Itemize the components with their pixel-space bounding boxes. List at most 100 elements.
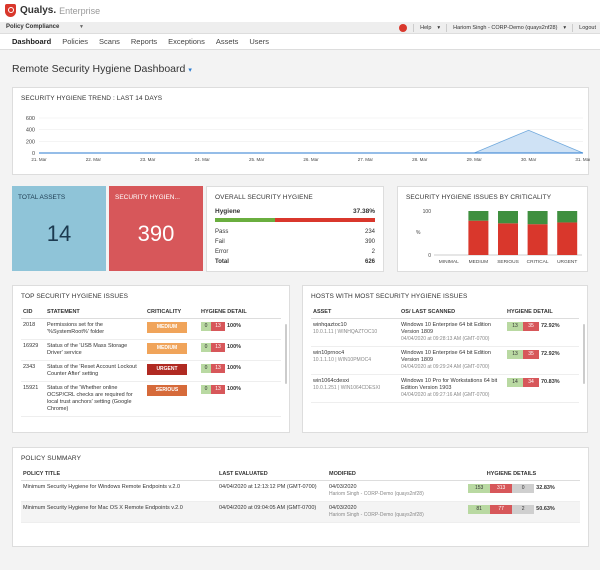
total-assets-value: 14 — [46, 221, 72, 246]
col-hygiene-details[interactable]: HYGIENE DETAILS — [443, 468, 580, 481]
fail-count: 313 — [490, 484, 513, 493]
col-cid[interactable]: CID — [21, 306, 45, 319]
hygiene-detail-cell: 14 34 70.83% — [505, 374, 579, 403]
notification-icon[interactable] — [399, 24, 408, 32]
hygiene-detail-cell: 13 35 72.92% — [505, 346, 579, 375]
os-name: Windows 10 Pro for Workstations 64 bit E… — [401, 378, 498, 391]
hygiene-pct: 72.92% — [541, 351, 560, 357]
table-row[interactable]: Minimum Security Hygiene for Mac OS X Re… — [21, 501, 580, 523]
bar-urgent-pass[interactable] — [557, 211, 578, 223]
table-row[interactable]: 2343 Status of the 'Reset Account Lockout… — [21, 360, 281, 382]
asset-ip: 10.1.1.10 | WIN10PMOC4 — [313, 357, 371, 363]
table-row[interactable]: winhqaztoc10 10.0.1.11 | WINHQAZTOC10 Wind… — [311, 318, 579, 347]
col-asset[interactable]: ASSET — [311, 306, 399, 319]
bar-critical-fail[interactable] — [527, 224, 548, 255]
hygiene-pct: 32.83% — [536, 485, 555, 491]
help-menu[interactable]: Help — [420, 25, 432, 31]
cid-cell: 2018 — [21, 318, 45, 340]
table-row[interactable]: 15921 Status of the 'Whether online OCSP/… — [21, 381, 281, 417]
bar-medium-fail[interactable] — [468, 220, 489, 255]
col-statement[interactable]: STATEMENT — [45, 306, 145, 319]
pass-count: 0 — [201, 385, 211, 394]
chevron-down-icon: ▼ — [79, 24, 84, 30]
category-label: SERIOUS — [497, 259, 519, 265]
category-label: CRITICAL — [527, 259, 549, 265]
scrollbar[interactable] — [285, 324, 287, 384]
col-modified[interactable]: MODIFIED — [327, 468, 443, 481]
asset-name[interactable]: win1064cdesxi — [313, 378, 350, 384]
statement-cell[interactable]: Status of the 'Reset Account Lockout Cou… — [45, 360, 145, 382]
total-assets-tile[interactable]: TOTAL ASSETS 14 — [12, 186, 106, 271]
hygiene-pct: 70.83% — [541, 379, 560, 385]
col-criticality[interactable]: CRITICALITY — [145, 306, 199, 319]
table-row[interactable]: Minimum Security Hygiene for Windows Rem… — [21, 480, 580, 502]
asset-name[interactable]: win10prnoc4 — [313, 350, 345, 356]
overall-title: OVERALL SECURITY HYGIENE — [215, 194, 313, 201]
col-policy-title[interactable]: POLICY TITLE — [21, 468, 217, 481]
statement-cell[interactable]: Status of the 'Whether online OCSP/CRL c… — [45, 381, 145, 417]
bar-serious-pass[interactable] — [498, 211, 518, 224]
bar-critical-pass[interactable] — [527, 211, 548, 225]
hosts-card: HOSTS WITH MOST SECURITY HYGIENE ISSUES … — [302, 285, 588, 433]
asset-ip: 10.0.1.251 | WIN1064CDESXI — [313, 385, 381, 391]
pass-count: 153 — [468, 484, 491, 493]
fail-count: 35 — [523, 350, 539, 359]
bar-serious-fail[interactable] — [498, 223, 518, 255]
hygiene-pct: 100% — [227, 323, 242, 329]
last-evaluated-cell: 04/04/2020 at 12:13:12 PM (GMT-0700) — [217, 480, 327, 502]
col-os-last-scanned[interactable]: OS/ LAST SCANNED — [399, 306, 505, 319]
table-row[interactable]: win1064cdesxi 10.0.1.251 | WIN1064CDESXI W… — [311, 374, 579, 403]
category-label: URGENT — [557, 259, 577, 265]
col-last-evaluated[interactable]: LAST EVALUATED — [217, 468, 327, 481]
col-hygiene-detail[interactable]: HYGIENE DETAIL — [505, 306, 579, 319]
tab-policies[interactable]: Policies — [62, 37, 89, 46]
table-row[interactable]: 16929 Status of the 'USB Mass Storage Dri… — [21, 339, 281, 361]
criticality-cell: MEDIUM — [145, 318, 199, 340]
table-header: CID STATEMENT CRITICALITY HYGIENE DETAIL — [21, 306, 281, 319]
hosts-table: ASSET OS/ LAST SCANNED HYGIENE DETAIL wi… — [311, 306, 579, 403]
fail-count: 13 — [211, 364, 225, 373]
tab-scans[interactable]: Scans — [99, 37, 120, 46]
asset-ip: 10.0.1.11 | WINHQAZTOC10 — [313, 329, 378, 335]
tab-users[interactable]: Users — [249, 37, 269, 46]
policy-title-cell[interactable]: Minimum Security Hygiene for Windows Rem… — [21, 480, 217, 502]
hygiene-issues-tile[interactable]: SECURITY HYGIEN... 390 — [109, 186, 203, 271]
table-row[interactable]: 2018 Permissions set for the '%SystemRoot… — [21, 318, 281, 340]
statement-cell[interactable]: Permissions set for the '%SystemRoot%' f… — [45, 318, 145, 340]
asset-name[interactable]: winhqaztoc10 — [313, 322, 347, 328]
table-row[interactable]: win10prnoc4 10.1.1.10 | WIN10PMOC4 Windows… — [311, 346, 579, 375]
error-count: 2 — [512, 505, 535, 514]
bar-urgent-fail[interactable] — [557, 222, 578, 255]
statement-cell[interactable]: Status of the 'USB Mass Storage Driver' … — [45, 339, 145, 361]
logout-link[interactable]: Logout — [579, 25, 596, 31]
modified-date: 04/03/2020 — [329, 505, 357, 511]
hygiene-details-cell: 81 77 2 50.63% — [443, 501, 580, 523]
scrollbar[interactable] — [583, 324, 585, 384]
tab-reports[interactable]: Reports — [130, 37, 158, 46]
asset-cell: win10prnoc4 10.1.1.10 | WIN10PMOC4 — [311, 346, 399, 375]
tab-assets[interactable]: Assets — [215, 37, 239, 46]
x-tick-label: 26. Mar — [303, 157, 319, 162]
x-tick-label: 22. Mar — [86, 157, 102, 162]
modified-cell: 04/03/2020 Hariom Singh - CORP-Demo (quay… — [327, 480, 443, 502]
last-scanned: 04/04/2020 at 09:29:24 AM (GMT-0700) — [401, 364, 490, 370]
x-tick-label: 27. Mar — [358, 157, 374, 162]
tab-dashboard[interactable]: Dashboard — [12, 37, 52, 46]
bar-medium-pass[interactable] — [468, 211, 489, 221]
col-hygiene-detail[interactable]: HYGIENE DETAIL — [199, 306, 281, 319]
criticality-cell: MEDIUM — [145, 339, 199, 361]
trend-chart: 0 200 400 600 21. Mar 22. Mar 23. Mar 24. Mar 25… — [26, 116, 590, 162]
policy-title-cell[interactable]: Minimum Security Hygiene for Mac OS X Re… — [21, 501, 217, 523]
module-selector[interactable]: Policy Compliance ▼ — [6, 24, 84, 30]
dashboard-title[interactable]: Remote Security Hygiene Dashboard ▾ — [12, 63, 192, 75]
user-menu[interactable]: Hariom Singh - CORP-Demo (quays2nf28) — [453, 25, 558, 31]
tab-exceptions[interactable]: Exceptions — [168, 37, 205, 46]
policy-table: POLICY TITLE LAST EVALUATED MODIFIED HYG… — [21, 468, 580, 523]
hygiene-pct: 100% — [227, 386, 242, 392]
modified-by: Hariom Singh - CORP-Demo (quays2nf28) — [329, 512, 424, 518]
chevron-down-icon: ▾ — [188, 67, 192, 74]
trend-title: SECURITY HYGIENE TREND : LAST 14 DAYS — [21, 95, 163, 102]
pass-count: 13 — [507, 350, 523, 359]
qualys-logo[interactable]: Qualys. Enterprise — [5, 4, 100, 17]
